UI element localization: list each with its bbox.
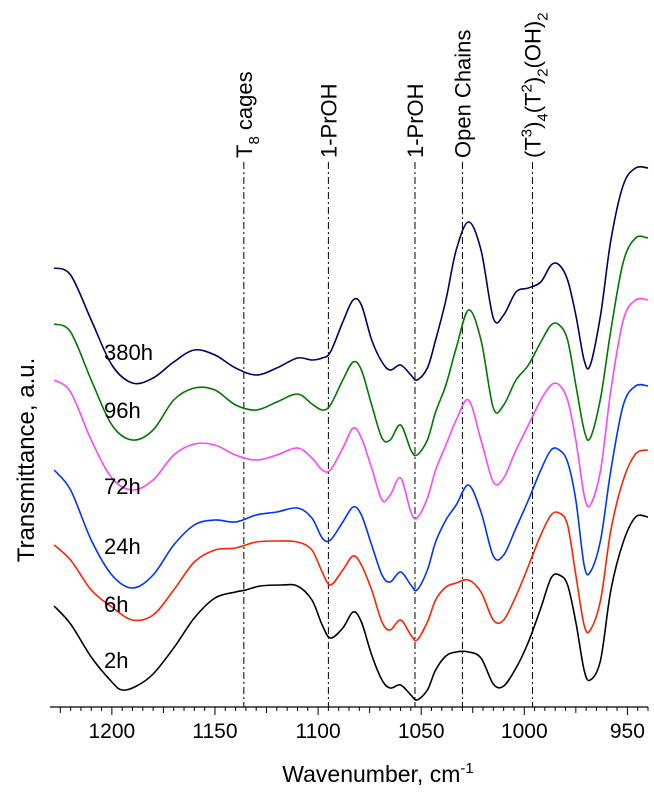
series-label-2h: 2h bbox=[104, 648, 128, 673]
reference-label-3-part: Open Chains bbox=[450, 30, 475, 158]
x-tick-label: 1150 bbox=[192, 720, 237, 743]
reference-label-4-part: (T bbox=[521, 92, 546, 113]
reference-label-4-part: 2 bbox=[519, 84, 536, 92]
reference-label-1: 1-PrOH bbox=[316, 83, 341, 158]
x-tick-label: 1100 bbox=[295, 720, 340, 743]
reference-label-4-part: 4 bbox=[535, 113, 552, 121]
reference-label-0: T8 cages bbox=[232, 71, 263, 158]
series-label-96h: 96h bbox=[104, 398, 141, 423]
x-tick-label: 1200 bbox=[89, 720, 136, 743]
spectra-series bbox=[53, 165, 649, 701]
series-96h-line bbox=[53, 235, 649, 457]
reference-label-4-part: ) bbox=[521, 122, 546, 129]
x-axis-label-text: Wavenumber, cm bbox=[282, 761, 460, 787]
x-axis-label: Wavenumber, cm-1 bbox=[282, 760, 473, 787]
reference-label-4-part: 2 bbox=[535, 12, 552, 20]
x-tick-label: 950 bbox=[610, 720, 645, 743]
x-tick-label: 1050 bbox=[398, 720, 445, 743]
reference-label-4-part: (OH) bbox=[521, 21, 546, 69]
series-6h-line bbox=[53, 449, 649, 642]
reference-label-2-part: 1-PrOH bbox=[403, 83, 428, 158]
x-axis-ticks: 1200 1150 1100 1050 1000 950 bbox=[59, 707, 649, 743]
reference-label-0-part: T bbox=[232, 145, 257, 158]
series-24h-line bbox=[53, 383, 649, 592]
reference-lines: T8 cages 1-PrOH 1-PrOH Open Chains (T3)4(T2)… bbox=[232, 12, 552, 707]
x-axis-label-superscript: -1 bbox=[460, 760, 473, 777]
reference-label-4-part: 3 bbox=[519, 129, 536, 137]
reference-label-1-part: 1-PrOH bbox=[316, 83, 341, 158]
series-380h-line bbox=[53, 165, 649, 385]
series-label-6h: 6h bbox=[104, 592, 128, 617]
reference-label-4-part: 2 bbox=[535, 68, 552, 76]
series-label-380h: 380h bbox=[104, 340, 153, 365]
reference-label-0-part: 8 bbox=[246, 136, 263, 144]
reference-label-4-part: ) bbox=[521, 77, 546, 84]
series-label-72h: 72h bbox=[104, 474, 141, 499]
reference-label-4-part: (T bbox=[521, 137, 546, 158]
y-axis-label: Transmittance, a.u. bbox=[13, 358, 40, 563]
reference-label-4: (T3)4(T2)2(OH)2 bbox=[519, 12, 552, 158]
series-label-24h: 24h bbox=[104, 534, 141, 559]
series-labels: 2h 6h 24h 72h 96h 380h bbox=[104, 340, 153, 673]
reference-label-2: 1-PrOH bbox=[403, 83, 428, 158]
reference-label-3: Open Chains bbox=[450, 30, 475, 158]
series-2h-line bbox=[53, 514, 649, 701]
series-72h-line bbox=[53, 297, 649, 520]
reference-label-0-part: cages bbox=[232, 71, 257, 136]
x-tick-label: 1000 bbox=[501, 720, 548, 743]
